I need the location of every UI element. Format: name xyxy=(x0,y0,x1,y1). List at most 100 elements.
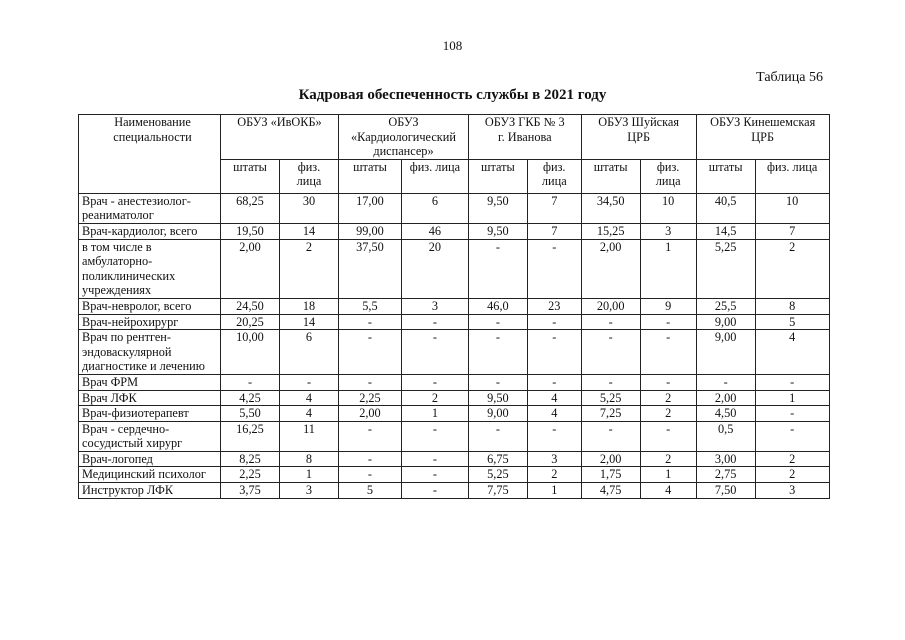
subheader-cell: штаты xyxy=(695,158,756,194)
specialty-name: Врач - анестезиолог-реаниматолог xyxy=(78,192,221,224)
value-cell: - xyxy=(526,329,582,375)
value-cell: - xyxy=(400,373,469,391)
value-cell: 6,75 xyxy=(467,450,528,468)
value-cell: 2,00 xyxy=(338,405,402,422)
value-cell: 14,5 xyxy=(695,222,756,240)
table-row: Врач ФРМ - - - - - - - - - - xyxy=(78,373,830,391)
value-cell: - xyxy=(467,313,528,331)
specialty-name: Врач-кардиолог, всего xyxy=(78,222,221,240)
table-row: Инструктор ЛФК 3,75 3 5-7,75 1 4,75 4 7,50 3 xyxy=(78,482,830,499)
table-title: Кадровая обеспеченность службы в 2021 го… xyxy=(298,87,607,103)
value-cell: 10,00 xyxy=(220,329,280,375)
value-cell: - xyxy=(338,420,402,452)
subheader-cell: штаты xyxy=(338,158,402,194)
value-cell: 6 xyxy=(279,329,339,375)
value-cell: 3,75 xyxy=(220,482,280,499)
staffing-table: Наименование специальности ОБУЗ «ИвОКБ» … xyxy=(78,114,830,499)
value-cell: 15,25 xyxy=(580,222,641,240)
value-cell: 9,50 xyxy=(467,222,528,240)
value-cell: - xyxy=(695,373,756,391)
value-cell: 6 xyxy=(400,192,469,224)
subheader-cell: физ. лица xyxy=(279,158,339,194)
value-cell: 3 xyxy=(526,450,582,468)
value-cell: 4 xyxy=(279,405,339,422)
header-specialty: Наименование специальности xyxy=(78,114,221,194)
value-cell: 2 xyxy=(639,450,697,468)
value-cell: - xyxy=(754,420,830,452)
value-cell: - xyxy=(467,420,528,452)
value-cell: 99,00 xyxy=(338,222,402,240)
value-cell: - xyxy=(400,420,469,452)
value-cell: 2,00 xyxy=(220,238,280,299)
value-cell: 23 xyxy=(526,297,582,315)
value-cell: 25,5 xyxy=(695,297,756,315)
value-cell: 5 xyxy=(754,313,830,331)
value-cell: 5,25 xyxy=(467,466,528,484)
value-cell: 19,50 xyxy=(220,222,280,240)
value-cell: 3 xyxy=(754,482,830,499)
value-cell: 1 xyxy=(639,466,697,484)
value-cell: 20 xyxy=(400,238,469,299)
value-cell: 10 xyxy=(639,192,697,224)
subheader-cell: штаты xyxy=(580,158,641,194)
value-cell: 9 xyxy=(639,297,697,315)
table-row: Врач-физиотерапевт 5,50 4 2,00 1 9,00 4 7,25 2 4,… xyxy=(78,405,830,422)
specialty-name: Медицинский психолог xyxy=(78,466,221,484)
specialty-name: Врач ЛФК xyxy=(78,389,221,407)
table-row: Врач-кардиолог, всего 19,50 14 99,00 46 9,50 7… xyxy=(78,222,830,240)
value-cell: 1 xyxy=(279,466,339,484)
value-cell: 4 xyxy=(279,389,339,407)
value-cell: 7,50 xyxy=(695,482,756,499)
value-cell: - xyxy=(754,373,830,391)
value-cell: 5 xyxy=(338,482,402,499)
value-cell: 1 xyxy=(639,238,697,299)
value-cell: 5,25 xyxy=(695,238,756,299)
value-cell: 40,5 xyxy=(695,192,756,224)
value-cell: 5,5 xyxy=(338,297,402,315)
value-cell: 2 xyxy=(639,389,697,407)
table-row: Врач-невролог, всего 24,50 18 5,5 3 46,0 23 20,… xyxy=(78,297,830,315)
value-cell: 5,25 xyxy=(580,389,641,407)
subheader-cell: физ. лица xyxy=(526,158,582,194)
value-cell: - xyxy=(338,313,402,331)
value-cell: 4 xyxy=(526,389,582,407)
value-cell: - xyxy=(639,329,697,375)
value-cell: 2 xyxy=(754,466,830,484)
value-cell: 46,0 xyxy=(467,297,528,315)
subheader-cell: физ. лица xyxy=(754,158,830,194)
value-cell: - xyxy=(338,329,402,375)
value-cell: 8 xyxy=(279,450,339,468)
value-cell: 2 xyxy=(400,389,469,407)
specialty-name: Врач - сердечно-сосудистый хирург xyxy=(78,420,221,452)
table-row: в том числе в амбулаторно-поликлинически… xyxy=(78,238,830,299)
value-cell: - xyxy=(639,313,697,331)
value-cell: 9,50 xyxy=(467,389,528,407)
value-cell: 68,25 xyxy=(220,192,280,224)
value-cell: 9,00 xyxy=(695,313,756,331)
value-cell: - xyxy=(580,329,641,375)
value-cell: 3 xyxy=(279,482,339,499)
page-number: 108 xyxy=(442,38,463,53)
value-cell: - xyxy=(526,420,582,452)
value-cell: 30 xyxy=(279,192,339,224)
value-cell: - xyxy=(467,373,528,391)
value-cell: 3,00 xyxy=(695,450,756,468)
value-cell: 46 xyxy=(400,222,469,240)
specialty-name: Инструктор ЛФК xyxy=(78,482,221,499)
value-cell: 1,75 xyxy=(580,466,641,484)
value-cell: 9,00 xyxy=(467,405,528,422)
value-cell: - xyxy=(580,373,641,391)
table-label: Таблица 56 xyxy=(756,70,823,85)
value-cell: 7 xyxy=(526,192,582,224)
value-cell: 17,00 xyxy=(338,192,402,224)
subheader-row: штаты физ. лица штаты физ. лица штаты физ. ли… xyxy=(79,158,830,194)
value-cell: 20,00 xyxy=(580,297,641,315)
specialty-name: Врач по рентген-эндоваскулярной диагност… xyxy=(78,329,221,375)
value-cell: 2 xyxy=(639,405,697,422)
value-cell: 4,50 xyxy=(695,405,756,422)
value-cell: 8 xyxy=(754,297,830,315)
table-row: Врач - анестезиолог-реаниматолог 68,25 30 1… xyxy=(78,192,830,224)
value-cell: - xyxy=(338,466,402,484)
value-cell: - xyxy=(400,313,469,331)
table-row: Врач - сердечно-сосудистый хирург 16,25 11… xyxy=(78,420,830,452)
